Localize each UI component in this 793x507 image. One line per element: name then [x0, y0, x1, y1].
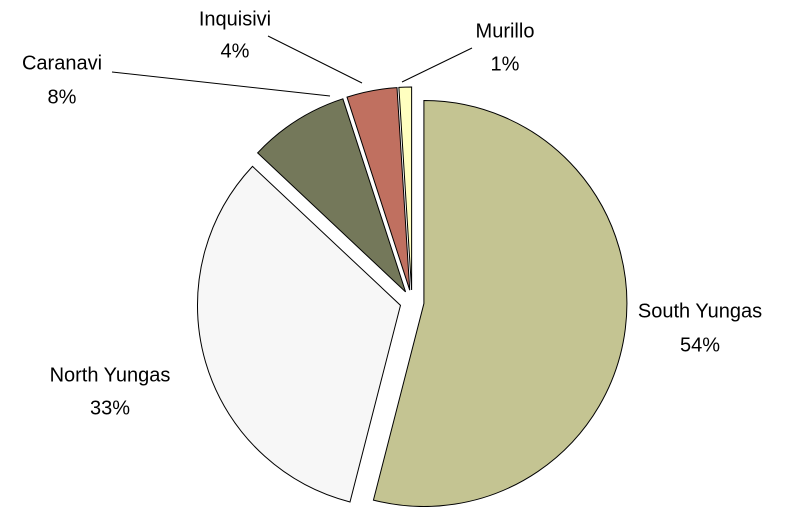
- slice-value-label: 4%: [221, 40, 250, 62]
- pie-slice: [256, 98, 407, 293]
- slice-label: North Yungas: [50, 364, 171, 386]
- slice-label: South Yungas: [638, 300, 762, 322]
- slice-label: Murillo: [476, 20, 535, 42]
- slice-value-label: 8%: [48, 86, 77, 108]
- slice-value-label: 1%: [491, 53, 520, 75]
- pie-slice: [398, 86, 413, 291]
- leader-line: [401, 47, 473, 83]
- pie-slice: [372, 100, 628, 507]
- slice-label: Inquisivi: [199, 8, 271, 30]
- slice-value-label: 54%: [680, 334, 720, 356]
- leader-line: [267, 35, 363, 84]
- leader-line: [111, 71, 331, 97]
- pie-slice: [346, 87, 411, 291]
- slice-label: Caranavi: [22, 52, 102, 74]
- slice-value-label: 33%: [90, 397, 130, 419]
- pie-slice: [196, 165, 402, 503]
